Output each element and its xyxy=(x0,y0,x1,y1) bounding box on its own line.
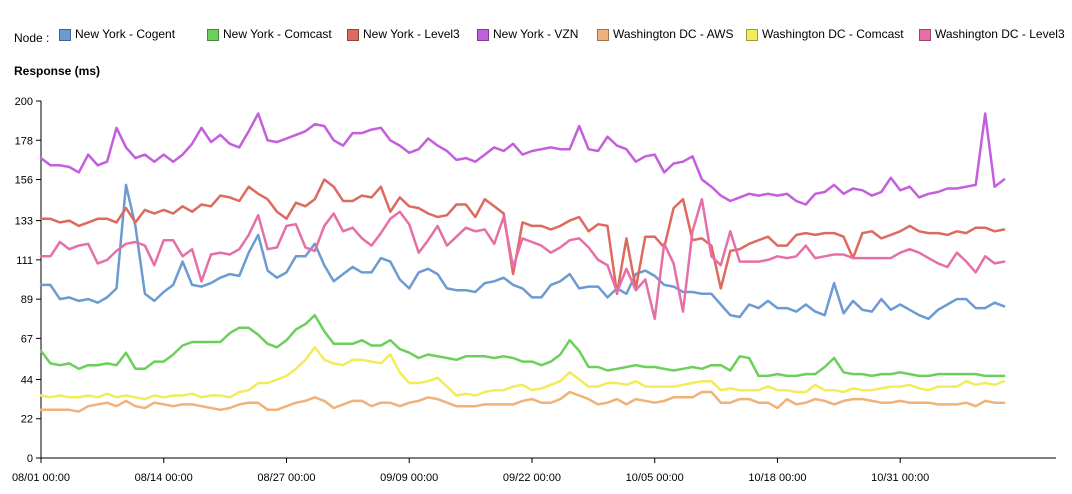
y-tick-label: 44 xyxy=(21,374,33,386)
legend-swatch xyxy=(207,29,219,41)
x-tick-label: 10/18 00:00 xyxy=(748,472,806,484)
x-tick-label: 10/05 00:00 xyxy=(626,472,684,484)
legend-swatch xyxy=(59,29,71,41)
x-tick-label: 09/09 00:00 xyxy=(380,472,438,484)
legend-text: Washington DC - Level3 xyxy=(935,27,1065,41)
x-tick-label: 08/01 00:00 xyxy=(12,472,70,484)
series-line[interactable] xyxy=(39,183,1006,321)
x-tick-label: 08/14 00:00 xyxy=(135,472,193,484)
legend-swatch xyxy=(597,29,609,41)
y-tick-label: 111 xyxy=(16,255,33,267)
series-line[interactable] xyxy=(39,112,1006,206)
y-tick-label: 200 xyxy=(15,96,33,108)
x-tick-label: 09/22 00:00 xyxy=(503,472,561,484)
legend-text: New York - VZN xyxy=(493,27,579,41)
y-axis-title: Response (ms) xyxy=(14,64,101,78)
y-tick-label: 22 xyxy=(21,414,33,426)
series-line[interactable] xyxy=(39,178,1006,296)
legend-text: Washington DC - AWS xyxy=(613,27,734,41)
series-line[interactable] xyxy=(39,197,1006,321)
series-line[interactable] xyxy=(39,390,1006,413)
legend-swatch xyxy=(919,29,931,41)
legend-label: Node : xyxy=(14,31,50,45)
x-tick-label: 10/31 00:00 xyxy=(871,472,929,484)
legend-swatch xyxy=(347,29,359,41)
series-line[interactable] xyxy=(39,346,1006,401)
y-tick-label: 89 xyxy=(21,294,33,306)
x-tick-label: 08/27 00:00 xyxy=(257,472,315,484)
y-tick-label: 178 xyxy=(15,135,33,147)
legend-text: New York - Level3 xyxy=(363,27,460,41)
y-tick-label: 67 xyxy=(21,333,33,345)
series-line[interactable] xyxy=(39,313,1006,378)
legend-swatch xyxy=(477,29,489,41)
legend-text: New York - Comcast xyxy=(223,27,332,41)
legend-text: New York - Cogent xyxy=(75,27,176,41)
legend-text: Washington DC - Comcast xyxy=(762,27,904,41)
y-tick-label: 156 xyxy=(15,175,33,187)
y-tick-label: 133 xyxy=(15,216,33,228)
y-tick-label: 0 xyxy=(27,453,33,465)
legend-swatch xyxy=(746,29,758,41)
